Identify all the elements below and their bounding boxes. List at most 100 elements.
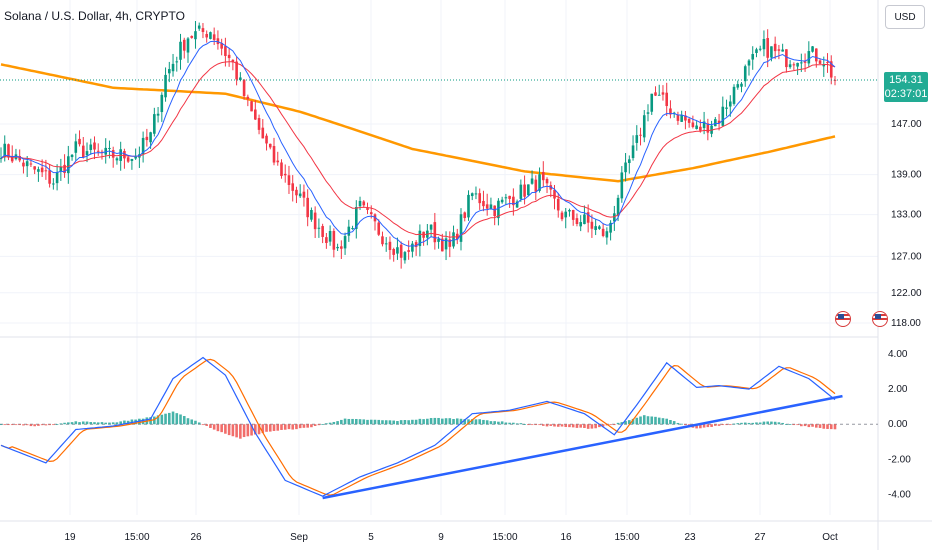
candle-body [628,159,631,164]
macd-histogram-bar [153,416,156,425]
candle-body [553,190,556,199]
moving-average-lines [0,40,836,247]
candle-body [459,214,463,242]
candle-body [725,107,728,109]
currency-selector-button[interactable]: USD [885,5,925,29]
macd-histogram-bar [437,417,440,425]
macd-histogram-bar [624,421,627,425]
macd-signal-line [0,358,836,496]
macd-histogram-bar [40,424,44,426]
candle-body [212,34,216,40]
candle-body [826,61,829,63]
macd-histogram-bar [108,422,111,425]
macd-histogram-bar [482,419,485,425]
macd-histogram-bar [426,418,429,425]
candle-body [508,195,511,199]
macd-histogram-bar [212,424,216,430]
macd-histogram-bar [164,413,167,425]
candle-body [242,79,246,96]
macd-histogram-bar [467,419,470,425]
macd-histogram-bar [160,414,164,425]
macd-histogram-bar [227,424,231,436]
candle-body [714,119,717,127]
candle-body [583,214,586,225]
macd-histogram-bar [676,422,680,425]
candle-body [336,246,339,249]
candle-body [67,156,70,174]
candle-body [695,125,698,130]
candle-body [785,49,788,68]
candle-body [388,241,392,250]
candle-body [399,244,403,258]
macd-histogram-bar [268,424,272,432]
candle-body [81,145,85,158]
macd-histogram-bar [287,424,291,430]
candle-body [10,155,14,162]
macd-histogram-bar [463,419,467,425]
candle-body [429,224,433,230]
candle-body [179,41,182,60]
ema200-line [0,63,836,183]
macd-histogram-bar [194,420,197,425]
candle-body [541,171,545,181]
macd-histogram-bar [74,421,78,425]
candle-body [175,61,179,63]
macd-histogram-bar [762,421,766,425]
macd-histogram-bar [317,424,321,426]
candle-body [182,39,186,51]
macd-histogram-bar [781,422,784,425]
macd-histogram-bar [115,422,119,425]
macd-histogram-bar [590,424,594,429]
macd-histogram-bar [743,422,747,425]
candle-body [377,222,381,235]
candle-body [497,200,500,219]
macd-histogram-bar [747,422,751,425]
candle-body [721,106,725,126]
candle-body [777,49,781,51]
macd-histogram-bar [512,422,515,425]
macd-histogram-bar [354,418,358,425]
candle-body [396,247,399,254]
us-flag-event-icon-2[interactable] [872,311,888,327]
candle-body [141,137,145,155]
macd-histogram-bar [25,424,29,426]
macd-histogram-bar [336,421,339,425]
candle-body [96,150,100,152]
macd-histogram-bar [340,419,343,425]
chart-title: Solana / U.S. Dollar, 4h, CRYPTO [4,9,185,23]
macd-histogram-bar [81,421,85,425]
candle-body [657,94,661,96]
candle-body [156,113,160,116]
macd-histogram-bar [631,418,635,425]
candle-body [407,250,410,252]
candle-body [661,92,665,95]
macd-histogram-bar [523,424,526,425]
macd-histogram-bar [209,424,212,428]
us-flag-event-icon[interactable] [835,311,851,327]
candle-body [568,210,571,212]
macd-histogram-bar [497,421,500,425]
candle-body [717,120,721,124]
macd-histogram-bar [815,424,818,428]
macd-histogram-bar [598,424,601,428]
candle-body [268,143,272,148]
candle-body [485,204,489,209]
candle-body [40,167,44,173]
candle-body [699,126,702,131]
macd-histogram-bar [684,424,687,426]
macd-histogram-bar [706,424,710,428]
macd-histogram-bar [601,424,605,427]
macd-histogram-bar [89,422,93,425]
macd-histogram-bar [594,424,597,429]
candle-body [190,35,194,38]
candle-body [635,135,639,143]
macd-axis-label: -4.00 [888,489,911,500]
macd-histogram-bar [254,424,257,435]
macd-histogram-bar [231,424,235,437]
macd-histogram-bar [384,420,388,425]
candle-body [153,114,156,134]
time-axis-label: 15:00 [614,532,639,543]
candle-body [530,178,534,184]
macd-histogram-bar [59,423,63,425]
